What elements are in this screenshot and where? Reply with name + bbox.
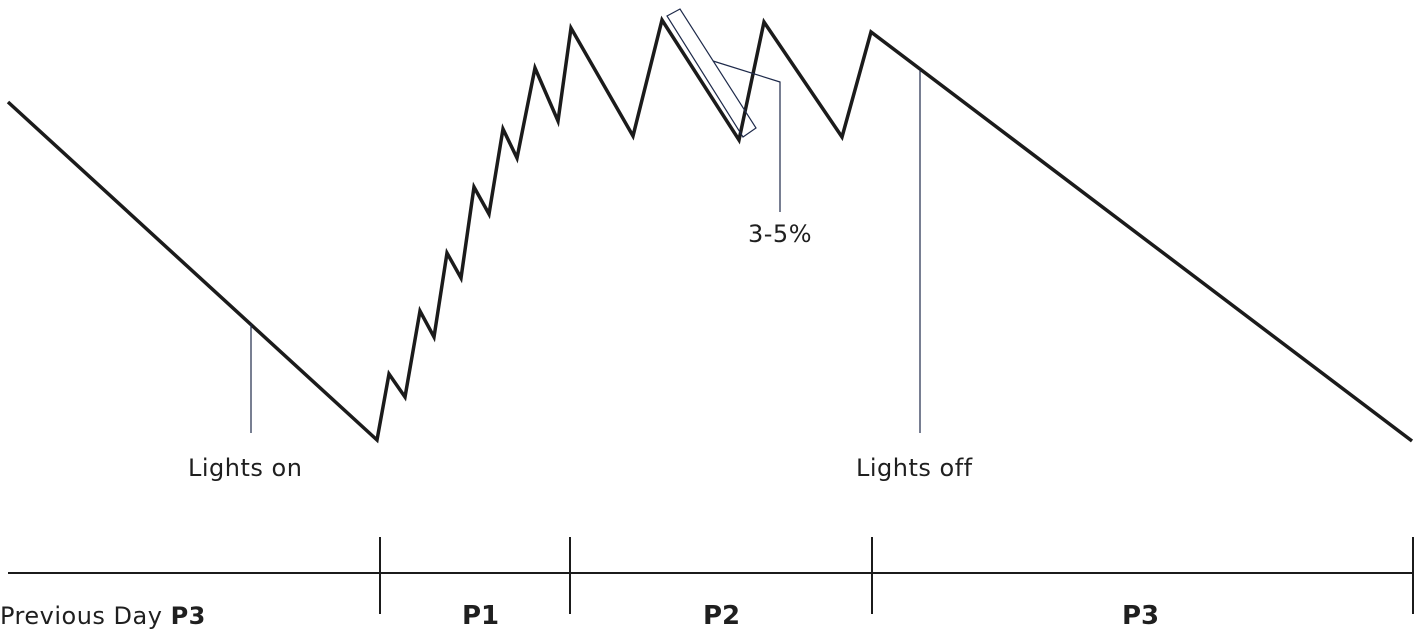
dryback-range-label: 3-5% [748, 220, 813, 248]
phase-p1-label: P1 [462, 601, 500, 631]
lights-off-label: Lights off [856, 454, 973, 482]
phase-p2-label: P2 [703, 601, 741, 631]
previous-day-label: Previous Day P3 [0, 602, 206, 630]
phase-p3-label: P3 [1122, 601, 1160, 631]
lights-on-label: Lights on [188, 454, 303, 482]
previous-day-phase: P3 [170, 602, 206, 630]
moisture-trace-line [6, 15, 1414, 444]
dryback-leader-line [712, 60, 781, 212]
dryback-bracket [666, 8, 757, 138]
previous-day-prefix: Previous Day [0, 602, 171, 630]
